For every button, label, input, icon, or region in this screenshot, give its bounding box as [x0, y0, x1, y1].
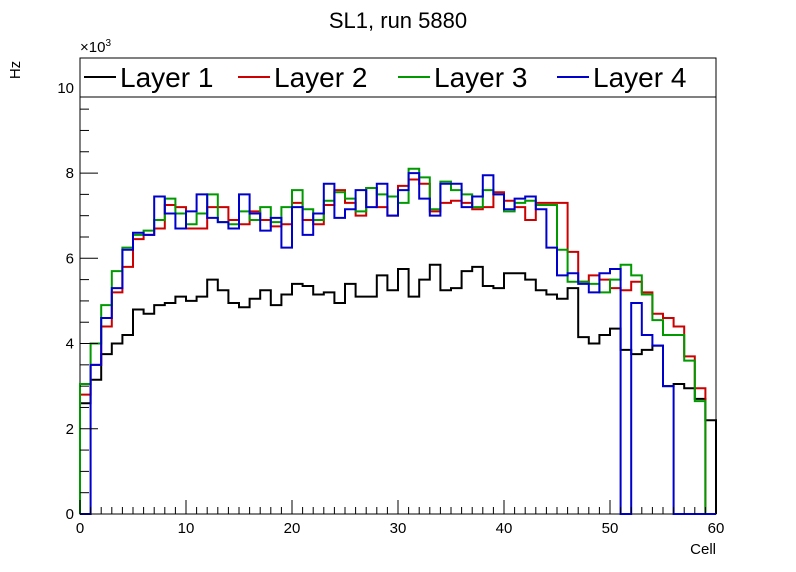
y-tick-label: 0: [66, 506, 74, 523]
legend: Layer 1 Layer 2 Layer 3 Layer 4: [79, 57, 717, 98]
legend-label-1: Layer 1: [120, 62, 213, 93]
y-tick-label: 10: [57, 80, 74, 97]
y-tick-label: 6: [66, 250, 74, 267]
legend-label-2: Layer 2: [274, 62, 367, 93]
y-tick-label: 2: [66, 421, 74, 438]
y-multiplier-exponent: 3: [105, 38, 111, 49]
legend-label-4: Layer 4: [593, 62, 686, 93]
y-multiplier: ×103: [80, 38, 111, 56]
y-axis-label: Hz: [7, 61, 24, 79]
x-axis: 0 10 20 30 40 50 60: [76, 500, 725, 537]
x-tick-label: 50: [602, 520, 619, 537]
x-tick-label: 0: [76, 520, 84, 537]
x-tick-label: 40: [496, 520, 513, 537]
y-axis: 0 2 4 6 8 10: [57, 66, 98, 523]
series-1-line: [79, 263, 717, 514]
legend-label-3: Layer 3: [434, 62, 527, 93]
series-4-line: [80, 172, 716, 515]
x-axis-label: Cell: [690, 541, 716, 558]
chart-title: SL1, run 5880: [329, 8, 467, 33]
y-tick-label: 4: [66, 336, 74, 353]
y-tick-label: 8: [66, 165, 74, 182]
x-tick-label: 60: [708, 520, 725, 537]
series-group: [79, 167, 717, 515]
x-tick-label: 10: [178, 520, 195, 537]
x-tick-label: 20: [284, 520, 301, 537]
x-tick-label: 30: [390, 520, 407, 537]
